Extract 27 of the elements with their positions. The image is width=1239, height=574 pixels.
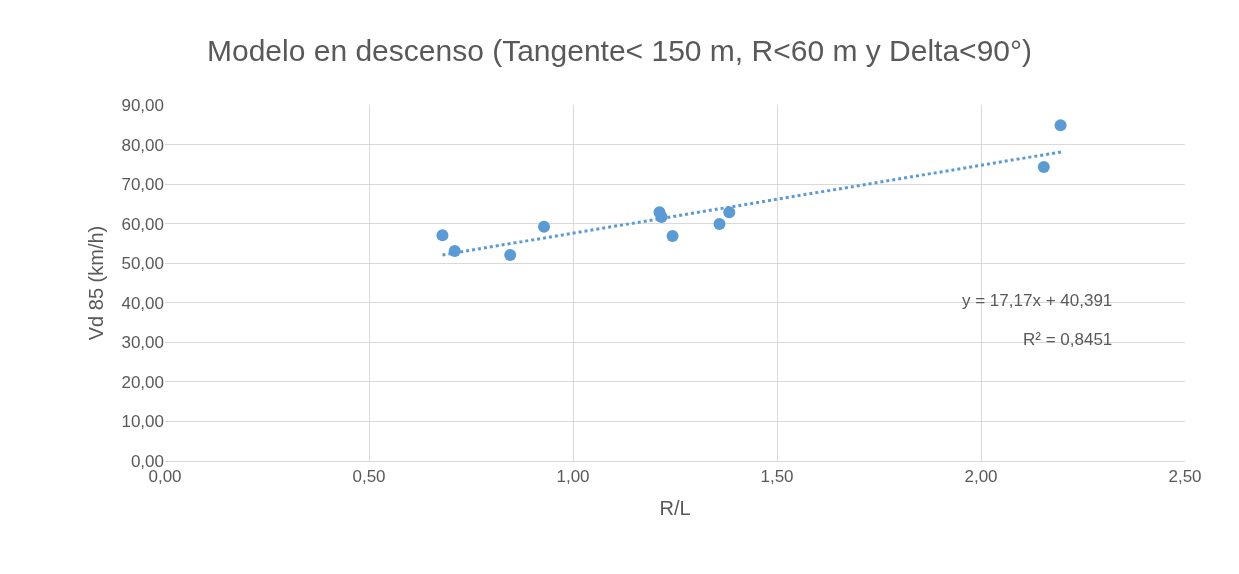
point xyxy=(1037,161,1050,174)
y-tick-label: 50,00 xyxy=(121,254,164,274)
annotation: y = 17,17x + 40,391 xyxy=(962,291,1113,310)
y-axis-title: Vd 85 (km/h) xyxy=(84,225,107,341)
x-tick-label: 2,50 xyxy=(1168,467,1202,487)
x-axis-title: R/L xyxy=(659,496,691,519)
point xyxy=(723,206,736,219)
point xyxy=(713,218,726,231)
y-tick-label: 90,00 xyxy=(121,95,164,115)
x-tick-label: 0,50 xyxy=(352,467,386,487)
y-tick-label: 40,00 xyxy=(121,293,164,313)
point xyxy=(436,229,449,242)
point xyxy=(1054,119,1067,132)
y-tick-label: 30,00 xyxy=(121,333,164,353)
x-tick-label: 1,50 xyxy=(760,467,794,487)
point xyxy=(538,220,551,233)
point xyxy=(666,229,679,242)
x-tick-label: 2,00 xyxy=(964,467,998,487)
x-tick-label: 1,00 xyxy=(556,467,590,487)
chart-title: Modelo en descenso (Tangente< 150 m, R<60 m y Delta<90°) xyxy=(207,34,1032,68)
y-tick-label: 10,00 xyxy=(121,412,164,432)
y-tick-label: 80,00 xyxy=(121,135,164,155)
y-tick-label: 60,00 xyxy=(121,214,164,234)
y-tick-label: 20,00 xyxy=(121,372,164,392)
point xyxy=(504,248,517,261)
annotation: R² = 0,8451 xyxy=(1023,330,1113,349)
y-tick-label: 70,00 xyxy=(121,175,164,195)
